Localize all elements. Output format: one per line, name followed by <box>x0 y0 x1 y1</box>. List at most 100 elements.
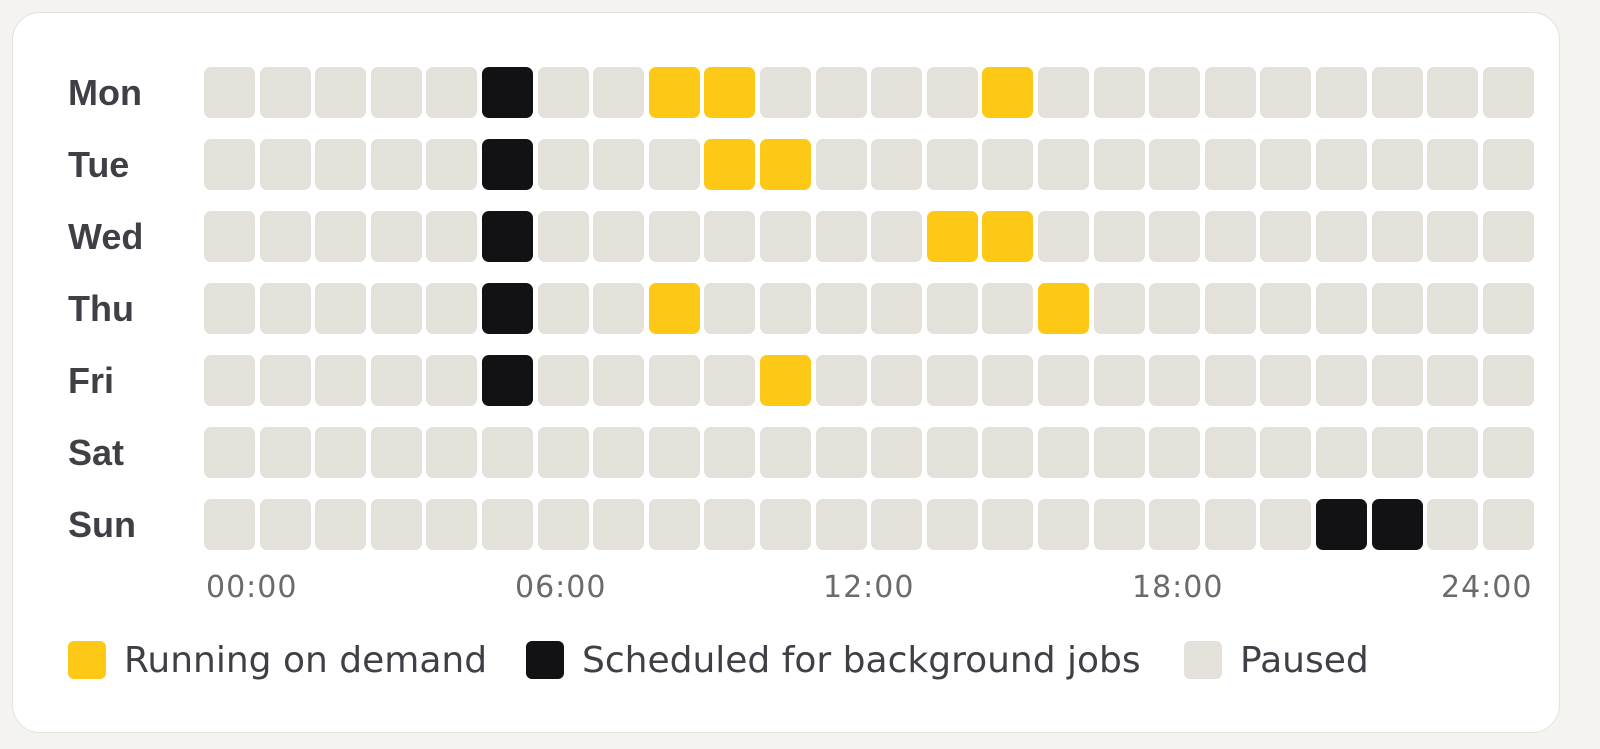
heatmap-cell-mon-22 <box>1427 67 1479 118</box>
heatmap-cell-fri-10 <box>760 355 811 406</box>
heatmap-cell-thu-10 <box>760 283 811 334</box>
heatmap-cell-fri-07 <box>593 355 645 406</box>
heatmap-cell-wed-23 <box>1482 211 1534 262</box>
heatmap-cell-wed-07 <box>593 211 645 262</box>
heatmap-cell-wed-08 <box>648 211 700 262</box>
heatmap-cell-thu-05 <box>482 283 533 334</box>
heatmap-cell-sun-09 <box>704 499 756 550</box>
heatmap-cell-sun-13 <box>926 499 978 550</box>
heatmap-cell-sat-11 <box>815 427 867 478</box>
heatmap-cell-thu-18 <box>1204 283 1256 334</box>
heatmap-cell-sat-00 <box>204 427 255 478</box>
heatmap-cell-thu-16 <box>1093 283 1145 334</box>
heatmap-cell-tue-08 <box>648 139 700 190</box>
heatmap-cell-mon-23 <box>1482 67 1534 118</box>
heatmap-cell-fri-12 <box>871 355 923 406</box>
day-label-sun: Sun <box>68 504 136 545</box>
heatmap-cell-sat-10 <box>760 427 811 478</box>
heatmap-cell-sat-08 <box>648 427 700 478</box>
heatmap-cell-wed-15 <box>1038 211 1089 262</box>
heatmap-cell-mon-10 <box>760 67 811 118</box>
heatmap-cell-fri-06 <box>537 355 589 406</box>
heatmap-cell-tue-07 <box>593 139 645 190</box>
heatmap-cell-wed-16 <box>1093 211 1145 262</box>
heatmap-cell-mon-12 <box>871 67 923 118</box>
heatmap-cell-wed-06 <box>537 211 589 262</box>
heatmap-cell-mon-14 <box>982 67 1034 118</box>
legend-label-scheduled: Scheduled for background jobs <box>582 639 1141 681</box>
heatmap-cell-sun-16 <box>1093 499 1145 550</box>
heatmap-cell-sun-06 <box>537 499 589 550</box>
x-tick-label: 12:00 <box>823 570 915 605</box>
heatmap-cell-thu-13 <box>926 283 978 334</box>
heatmap-cell-wed-14 <box>982 211 1034 262</box>
heatmap-cell-sun-21 <box>1371 499 1423 550</box>
day-label-fri: Fri <box>68 360 115 401</box>
heatmap-cell-thu-02 <box>315 283 367 334</box>
heatmap-cell-sun-22 <box>1427 499 1479 550</box>
heatmap-cell-tue-09 <box>704 139 756 190</box>
heatmap-cell-sat-15 <box>1038 427 1089 478</box>
heatmap-cell-fri-13 <box>926 355 978 406</box>
heatmap-cell-thu-23 <box>1482 283 1534 334</box>
day-label-tue: Tue <box>68 144 130 185</box>
heatmap-cell-sun-04 <box>426 499 478 550</box>
heatmap-cell-tue-14 <box>982 139 1034 190</box>
heatmap-cell-mon-20 <box>1316 67 1367 118</box>
heatmap-cell-thu-07 <box>593 283 645 334</box>
x-tick-label: 24:00 <box>1441 570 1533 605</box>
heatmap-cell-mon-15 <box>1038 67 1089 118</box>
heatmap-cell-mon-05 <box>482 67 533 118</box>
heatmap-cell-sat-14 <box>982 427 1034 478</box>
heatmap-cell-wed-09 <box>704 211 756 262</box>
heatmap-cell-tue-04 <box>426 139 478 190</box>
heatmap-cell-sat-06 <box>537 427 589 478</box>
heatmap-cell-wed-21 <box>1371 211 1423 262</box>
heatmap-cell-fri-17 <box>1149 355 1201 406</box>
heatmap-cell-sun-17 <box>1149 499 1201 550</box>
heatmap-cell-tue-18 <box>1204 139 1256 190</box>
heatmap-cell-sun-01 <box>259 499 311 550</box>
heatmap-cell-sun-05 <box>482 499 533 550</box>
heatmap-cell-tue-11 <box>815 139 867 190</box>
heatmap-cell-sat-04 <box>426 427 478 478</box>
heatmap-cell-tue-01 <box>259 139 311 190</box>
heatmap-cell-sat-13 <box>926 427 978 478</box>
heatmap-cell-mon-16 <box>1093 67 1145 118</box>
heatmap-cell-sun-14 <box>982 499 1034 550</box>
heatmap-cell-wed-20 <box>1316 211 1367 262</box>
heatmap-cell-mon-11 <box>815 67 867 118</box>
heatmap-cell-fri-08 <box>648 355 700 406</box>
day-label-sat: Sat <box>68 432 125 473</box>
heatmap-cell-mon-09 <box>704 67 756 118</box>
heatmap-cell-fri-11 <box>815 355 867 406</box>
heatmap-cell-fri-23 <box>1482 355 1534 406</box>
heatmap-cell-mon-01 <box>259 67 311 118</box>
heatmap-cell-sun-19 <box>1260 499 1312 550</box>
heatmap-cell-fri-00 <box>204 355 255 406</box>
heatmap-cell-sat-01 <box>259 427 311 478</box>
heatmap-cell-thu-00 <box>204 283 255 334</box>
legend-label-paused: Paused <box>1240 639 1369 681</box>
heatmap-cell-thu-12 <box>871 283 923 334</box>
heatmap-cell-wed-03 <box>370 211 422 262</box>
heatmap-cell-sat-18 <box>1204 427 1256 478</box>
heatmap-cell-sat-07 <box>593 427 645 478</box>
heatmap-cell-sat-03 <box>370 427 422 478</box>
heatmap-cell-thu-17 <box>1149 283 1201 334</box>
heatmap-cell-sun-20 <box>1316 499 1367 550</box>
heatmap-cell-tue-13 <box>926 139 978 190</box>
heatmap-cell-sat-02 <box>315 427 367 478</box>
heatmap-cell-mon-06 <box>537 67 589 118</box>
heatmap-cell-sun-18 <box>1204 499 1256 550</box>
heatmap-cell-thu-03 <box>370 283 422 334</box>
heatmap-cell-sun-00 <box>204 499 255 550</box>
heatmap-cell-sun-10 <box>760 499 811 550</box>
heatmap-cell-tue-17 <box>1149 139 1201 190</box>
heatmap-cell-tue-23 <box>1482 139 1534 190</box>
heatmap-cell-thu-08 <box>648 283 700 334</box>
scheduled-swatch-icon <box>526 641 564 679</box>
heatmap-cell-sat-21 <box>1371 427 1423 478</box>
x-tick-label: 00:00 <box>206 570 298 605</box>
heatmap-cell-fri-09 <box>704 355 756 406</box>
